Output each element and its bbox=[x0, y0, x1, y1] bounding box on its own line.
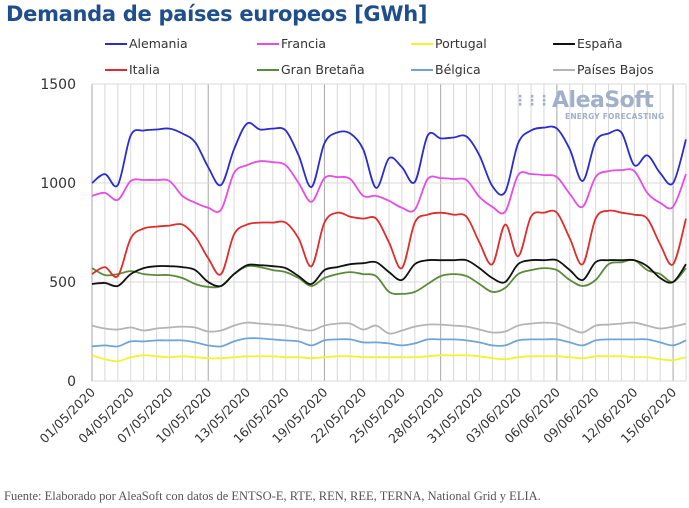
legend-swatch bbox=[411, 42, 433, 45]
series-lines bbox=[91, 121, 687, 363]
legend-label: Gran Bretaña bbox=[281, 62, 365, 77]
aleasoft-logo-icon: ⋮⋮⋮ bbox=[513, 92, 551, 109]
chart-title: Demanda de países europeos [GWh] bbox=[6, 2, 428, 26]
legend-item-belgica: Bélgica bbox=[411, 62, 481, 77]
legend-label: Portugal bbox=[435, 36, 487, 51]
legend-item-portugal: Portugal bbox=[411, 36, 487, 51]
legend-item-alemania: Alemania bbox=[105, 36, 188, 51]
legend-item-francia: Francia bbox=[257, 36, 326, 51]
legend-item-paises-bajos: Países Bajos bbox=[553, 62, 654, 77]
legend-swatch bbox=[105, 42, 127, 45]
legend: Alemania Francia Portugal España Italia … bbox=[105, 36, 685, 80]
watermark-tagline: ENERGY FORECASTING bbox=[565, 112, 665, 121]
series-line-portugal bbox=[91, 354, 687, 363]
legend-swatch bbox=[257, 42, 279, 45]
series-line-bélgica bbox=[91, 337, 687, 348]
series-line-países-bajos bbox=[91, 321, 687, 335]
legend-label: Alemania bbox=[129, 36, 188, 51]
legend-swatch bbox=[411, 68, 433, 71]
watermark-brand: AleaSoft bbox=[552, 88, 654, 113]
source-footnote: Fuente: Elaborado por AleaSoft con datos… bbox=[4, 489, 541, 503]
legend-swatch bbox=[105, 68, 127, 71]
y-tick-label: 0 bbox=[67, 374, 76, 390]
legend-label: Países Bajos bbox=[577, 62, 654, 77]
legend-label: Italia bbox=[129, 62, 160, 77]
line-chart: 0 500 1000 1500 01/05/202004/05/202007/05/2… bbox=[37, 77, 687, 446]
x-axis: 01/05/202004/05/202007/05/202010/05/2020… bbox=[37, 384, 680, 446]
series-line-gran-bretaña bbox=[91, 258, 687, 295]
series-line-francia bbox=[91, 160, 687, 215]
series-line-españa bbox=[91, 258, 687, 288]
y-tick-label: 1000 bbox=[40, 176, 76, 192]
series-line-italia bbox=[91, 209, 687, 278]
legend-swatch bbox=[257, 68, 279, 71]
y-tick-label: 500 bbox=[49, 275, 76, 291]
legend-swatch bbox=[553, 42, 575, 45]
aleasoft-watermark: ⋮⋮⋮ AleaSoft ENERGY FORECASTING bbox=[513, 88, 664, 121]
legend-item-espana: España bbox=[553, 36, 623, 51]
legend-label: Francia bbox=[281, 36, 327, 51]
y-tick-label: 1500 bbox=[40, 77, 76, 93]
legend-swatch bbox=[553, 68, 575, 71]
legend-item-gran-bretana: Gran Bretaña bbox=[257, 62, 365, 77]
y-axis: 0 500 1000 1500 bbox=[40, 77, 76, 390]
legend-item-italia: Italia bbox=[105, 62, 160, 77]
series-line-alemania bbox=[91, 121, 687, 196]
legend-label: Bélgica bbox=[435, 62, 481, 77]
legend-label: España bbox=[577, 36, 623, 51]
grid bbox=[91, 83, 687, 382]
